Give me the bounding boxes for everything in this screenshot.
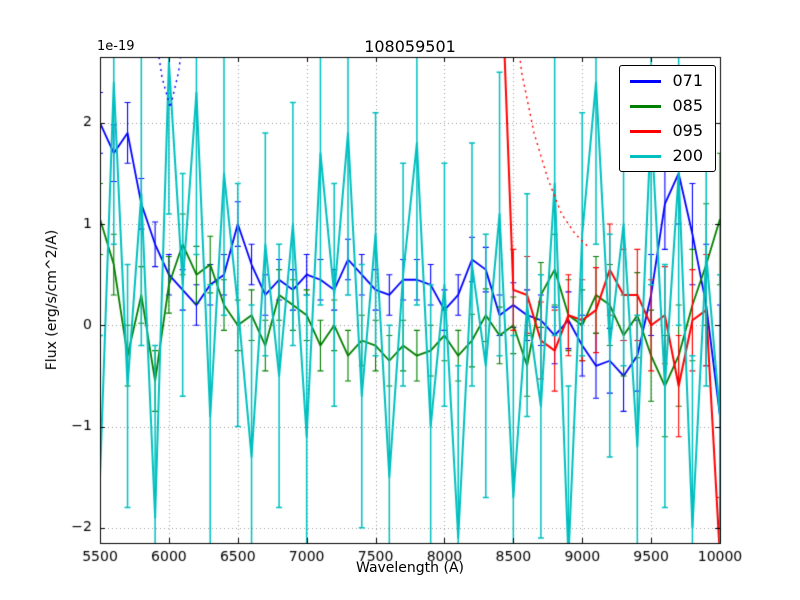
legend-line-swatch — [630, 104, 662, 108]
legend-label: 071 — [672, 71, 703, 90]
legend-item-085: 085 — [630, 98, 703, 114]
legend-item-071: 071 — [630, 73, 703, 89]
legend-label: 200 — [672, 146, 703, 165]
legend-item-200: 200 — [630, 148, 703, 164]
legend-label: 095 — [672, 121, 703, 140]
plot-title: 108059501 — [364, 37, 456, 56]
y-axis-label: Flux (erg/s/cm^2/A) — [44, 229, 60, 371]
legend-item-095: 095 — [630, 123, 703, 139]
legend: 071 085 095 200 — [619, 65, 716, 172]
legend-line-swatch — [630, 79, 662, 83]
legend-line-swatch — [630, 129, 662, 133]
x-axis-label: Wavelength (A) — [355, 560, 465, 576]
legend-label: 085 — [672, 96, 703, 115]
y-axis-offset-text: 1e-19 — [97, 39, 135, 54]
legend-line-swatch — [630, 154, 662, 158]
